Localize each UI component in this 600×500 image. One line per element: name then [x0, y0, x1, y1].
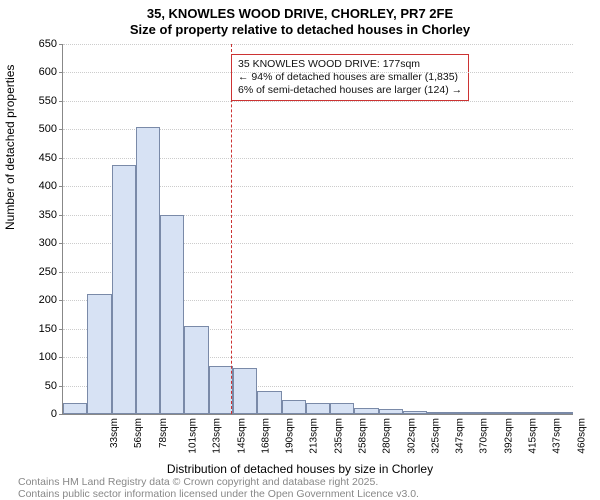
histogram-bar: [184, 326, 208, 414]
xtick-label: 235sqm: [333, 418, 344, 454]
annotation-box: 35 KNOWLES WOOD DRIVE: 177sqm ← 94% of d…: [231, 54, 469, 101]
histogram-bar: [63, 403, 87, 414]
ytick-label: 200: [39, 294, 57, 306]
xtick-label: 101sqm: [188, 418, 199, 454]
xtick-label: 302sqm: [406, 418, 417, 454]
annotation-line: 6% of semi-detached houses are larger (1…: [238, 84, 462, 97]
ytick-label: 150: [39, 323, 57, 335]
ytick-mark: [59, 386, 63, 387]
xtick-label: 33sqm: [109, 418, 120, 448]
xtick-label: 460sqm: [576, 418, 587, 454]
histogram-bar: [233, 368, 257, 414]
histogram-bar: [330, 403, 354, 414]
histogram-bar: [87, 294, 111, 414]
ytick-mark: [59, 215, 63, 216]
ytick-mark: [59, 243, 63, 244]
ytick-mark: [59, 300, 63, 301]
xtick-label: 258sqm: [358, 418, 369, 454]
gridline-h: [63, 72, 573, 73]
xtick-label: 392sqm: [503, 418, 514, 454]
xtick-label: 213sqm: [309, 418, 320, 454]
histogram-bar: [379, 409, 403, 414]
ytick-label: 0: [51, 408, 57, 420]
histogram-bar: [452, 412, 476, 414]
gridline-h: [63, 101, 573, 102]
xtick-label: 280sqm: [382, 418, 393, 454]
histogram-bar: [427, 412, 451, 414]
ytick-label: 50: [45, 380, 57, 392]
reference-line: [231, 44, 232, 414]
footer-text-2: Contains public sector information licen…: [18, 488, 419, 500]
annotation-line: 35 KNOWLES WOOD DRIVE: 177sqm: [238, 58, 462, 71]
xtick-label: 145sqm: [236, 418, 247, 454]
ytick-mark: [59, 158, 63, 159]
histogram-chart: 35, KNOWLES WOOD DRIVE, CHORLEY, PR7 2FE…: [0, 0, 600, 500]
ytick-label: 300: [39, 237, 57, 249]
xtick-label: 168sqm: [260, 418, 271, 454]
ytick-label: 600: [39, 66, 57, 78]
chart-title-1: 35, KNOWLES WOOD DRIVE, CHORLEY, PR7 2FE: [0, 6, 600, 21]
histogram-bar: [524, 412, 548, 414]
ytick-label: 350: [39, 209, 57, 221]
ytick-label: 650: [39, 38, 57, 50]
ytick-label: 100: [39, 351, 57, 363]
histogram-bar: [476, 412, 500, 414]
histogram-bar: [160, 215, 184, 414]
ytick-label: 400: [39, 180, 57, 192]
xtick-label: 325sqm: [430, 418, 441, 454]
ytick-label: 250: [39, 266, 57, 278]
xtick-label: 56sqm: [133, 418, 144, 448]
ytick-mark: [59, 44, 63, 45]
xtick-label: 347sqm: [455, 418, 466, 454]
histogram-bar: [112, 165, 136, 414]
xtick-label: 437sqm: [552, 418, 563, 454]
ytick-mark: [59, 129, 63, 130]
histogram-bar: [403, 411, 427, 414]
ytick-mark: [59, 186, 63, 187]
xtick-label: 78sqm: [158, 418, 169, 448]
xtick-label: 415sqm: [528, 418, 539, 454]
histogram-bar: [257, 391, 281, 414]
histogram-bar: [500, 412, 524, 414]
xtick-label: 190sqm: [285, 418, 296, 454]
ytick-mark: [59, 272, 63, 273]
histogram-bar: [209, 366, 233, 414]
x-axis-label: Distribution of detached houses by size …: [0, 462, 600, 476]
histogram-bar: [136, 127, 160, 414]
ytick-mark: [59, 72, 63, 73]
chart-title-2: Size of property relative to detached ho…: [0, 22, 600, 37]
y-axis-label: Number of detached properties: [3, 65, 17, 230]
xtick-label: 123sqm: [212, 418, 223, 454]
ytick-mark: [59, 329, 63, 330]
xtick-label: 370sqm: [479, 418, 490, 454]
histogram-bar: [282, 400, 306, 414]
gridline-h: [63, 44, 573, 45]
ytick-label: 500: [39, 123, 57, 135]
histogram-bar: [549, 412, 573, 414]
ytick-label: 450: [39, 152, 57, 164]
ytick-mark: [59, 357, 63, 358]
histogram-bar: [354, 408, 378, 414]
plot-area: 35 KNOWLES WOOD DRIVE: 177sqm ← 94% of d…: [62, 44, 573, 415]
histogram-bar: [306, 403, 330, 414]
ytick-label: 550: [39, 95, 57, 107]
footer-text-1: Contains HM Land Registry data © Crown c…: [18, 476, 378, 488]
ytick-mark: [59, 101, 63, 102]
ytick-mark: [59, 414, 63, 415]
